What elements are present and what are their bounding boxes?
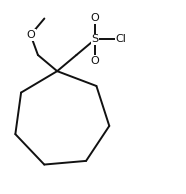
Text: O: O	[91, 13, 99, 23]
Text: O: O	[26, 30, 35, 40]
Text: O: O	[91, 56, 99, 66]
Text: Cl: Cl	[116, 35, 126, 44]
Text: S: S	[91, 35, 98, 44]
